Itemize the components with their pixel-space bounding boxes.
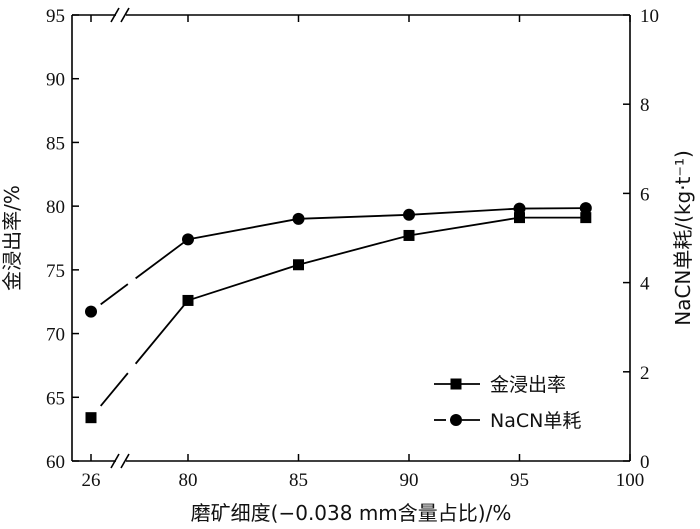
data-point-square — [403, 229, 415, 241]
left-tick-label: 90 — [46, 70, 65, 91]
axis-break-marks — [110, 7, 130, 469]
x-tick-label: 80 — [179, 470, 198, 491]
right-tick-label: 10 — [640, 6, 659, 27]
series-line-segment — [100, 372, 129, 407]
axis-break-top-mark-1 — [110, 7, 120, 23]
left-tick-label: 70 — [46, 325, 65, 346]
legend-marker-circle — [450, 414, 462, 426]
series-layer — [85, 202, 592, 424]
series-line-segment — [134, 299, 189, 365]
legend-marker-square — [450, 378, 462, 390]
series-0 — [85, 212, 592, 424]
axis-break-bottom-mark-2 — [120, 453, 130, 469]
left-axis-title: 金浸出率/% — [0, 185, 24, 291]
data-point-circle — [513, 202, 526, 215]
left-tick-label: 65 — [46, 388, 65, 409]
x-tick-label: 95 — [510, 470, 529, 491]
x-tick-label: 100 — [616, 470, 645, 491]
data-point-square — [293, 259, 304, 271]
left-tick-label: 60 — [46, 452, 65, 473]
plot-frame — [71, 14, 631, 462]
left-tick-label: 80 — [46, 197, 65, 218]
data-point-square — [85, 412, 97, 424]
data-point-circle — [403, 208, 415, 221]
x-axis-ticks: 26 80 85 90 95 100 — [82, 15, 645, 491]
series-line-segment — [298, 213, 410, 220]
right-tick-label: 6 — [640, 184, 650, 205]
axis-break-top-mark-2 — [120, 7, 130, 23]
x-tick-label: 26 — [82, 470, 101, 491]
legend: 金浸出率 NaCN单耗 — [434, 374, 581, 432]
legend-label-gold-leaching: 金浸出率 — [490, 374, 566, 396]
axis-break-bottom-mark-1 — [110, 453, 120, 469]
left-tick-label: 75 — [46, 261, 65, 282]
series-line-segment — [135, 238, 189, 280]
right-tick-label: 0 — [640, 452, 650, 473]
data-point-circle — [292, 212, 305, 225]
right-tick-label: 2 — [640, 363, 650, 384]
right-axis-ticks: 0 2 4 6 8 10 — [623, 6, 659, 473]
series-line-segment — [408, 216, 520, 237]
series-1 — [85, 202, 592, 318]
data-point-square — [580, 212, 592, 224]
right-tick-label: 8 — [640, 95, 650, 116]
data-point-circle — [579, 202, 592, 215]
left-tick-label: 85 — [46, 133, 65, 154]
left-axis-ticks: 60 65 70 75 80 85 90 95 — [46, 6, 79, 473]
series-line-segment — [298, 234, 410, 266]
right-tick-label: 4 — [640, 274, 650, 295]
data-point-square — [182, 294, 194, 306]
right-axis-title: NaCN单耗/(kg·t⁻¹) — [671, 150, 695, 326]
series-line-segment — [100, 283, 129, 306]
x-tick-label: 85 — [289, 470, 308, 491]
series-line-segment — [408, 207, 520, 216]
x-tick-label: 90 — [400, 470, 419, 491]
series-line-segment — [187, 217, 299, 241]
left-tick-label: 95 — [46, 6, 65, 27]
data-point-circle — [182, 233, 194, 246]
x-axis-title: 磨矿细度(−0.038 mm含量占比)/% — [191, 501, 512, 525]
data-point-circle — [85, 305, 97, 318]
data-point-square — [514, 212, 525, 224]
legend-label-nacn: NaCN单耗 — [490, 410, 581, 432]
series-line-segment — [187, 263, 299, 302]
